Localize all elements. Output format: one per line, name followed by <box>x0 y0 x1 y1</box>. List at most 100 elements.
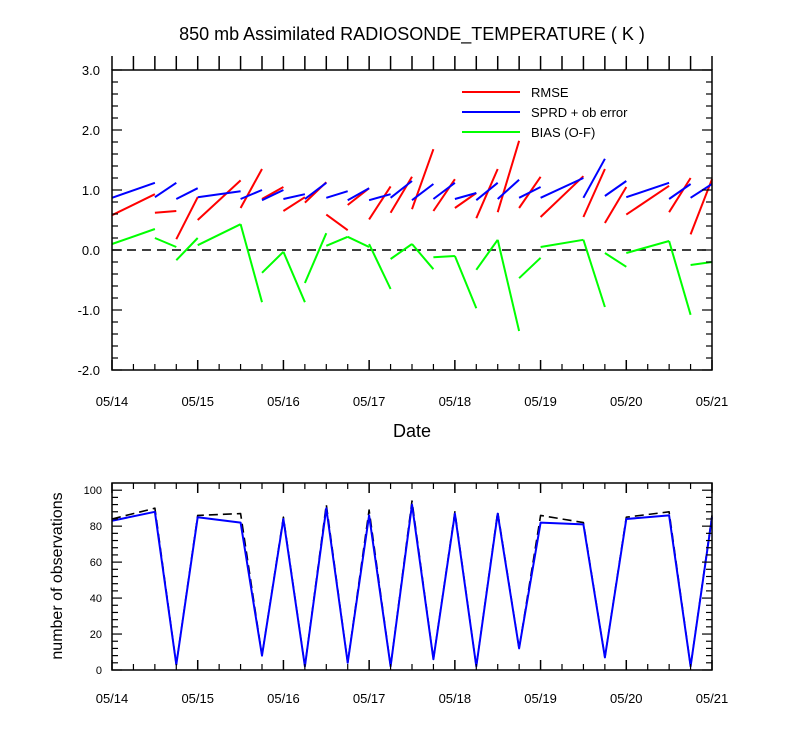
y-tick-label: 40 <box>90 593 102 605</box>
series-segment <box>389 180 413 199</box>
series-segment <box>625 184 670 216</box>
series-segment <box>239 168 263 209</box>
series-segment <box>540 238 584 248</box>
series-segment <box>454 192 477 209</box>
y-tick-label: 1.0 <box>82 183 100 198</box>
series-segment <box>540 177 584 199</box>
x-axis-label: Date <box>393 421 431 441</box>
top-ticks-layer <box>111 56 713 371</box>
bottom-series-layer <box>111 500 713 668</box>
series-segment <box>604 180 627 197</box>
series-segment <box>433 255 455 259</box>
series-segment <box>154 181 177 199</box>
series-segment <box>411 148 435 210</box>
series-2 <box>111 223 713 332</box>
y-tick-label: -1.0 <box>78 303 100 318</box>
top-plot-frame <box>111 69 713 371</box>
x-tick-label: 05/14 <box>96 691 129 706</box>
series-segment <box>539 175 585 218</box>
total-observations-line <box>111 500 713 668</box>
series-segment <box>261 251 285 274</box>
series-segment <box>240 189 263 200</box>
series-segment <box>261 186 284 200</box>
series-segment <box>390 243 413 260</box>
series-segment <box>197 190 241 199</box>
series-segment <box>282 196 306 212</box>
series-segment <box>689 178 713 235</box>
series-segment <box>325 213 349 232</box>
assimilated-observations-line <box>111 503 713 668</box>
legend-label: RMSE <box>531 85 569 100</box>
series-segment <box>111 181 156 199</box>
top-series-layer <box>111 140 713 332</box>
x-tick-label: 05/14 <box>96 394 129 409</box>
bottom-plot-frame <box>111 482 713 671</box>
series-segment <box>411 183 435 201</box>
series-segment <box>368 243 392 290</box>
x-tick-label: 05/21 <box>696 394 729 409</box>
series-segment <box>496 140 521 213</box>
legend-label: SPRD + ob error <box>531 105 628 120</box>
series-segment <box>668 183 692 200</box>
series-segment <box>432 182 456 200</box>
series-segment <box>582 239 606 308</box>
series-segment <box>368 185 392 220</box>
series-segment <box>239 223 263 303</box>
series-segment <box>197 179 242 221</box>
y-tick-label: 0.0 <box>82 243 100 258</box>
series-segment <box>626 240 670 254</box>
series-segment <box>368 193 391 202</box>
legend-label: BIAS (O-F) <box>531 125 595 140</box>
series-segment <box>453 255 478 309</box>
y-axis-label: number of observations <box>49 492 66 659</box>
x-tick-label: 05/19 <box>524 691 557 706</box>
series-segment <box>625 181 670 199</box>
y-tick-label: 20 <box>90 629 102 641</box>
series-segment <box>475 168 499 219</box>
y-tick-label: 60 <box>90 557 102 569</box>
x-tick-label: 05/17 <box>353 394 386 409</box>
series-segment <box>668 240 692 316</box>
series-segment <box>668 177 692 213</box>
y-tick-label: 0 <box>96 665 102 677</box>
series-segment <box>411 243 435 270</box>
x-tick-label: 05/17 <box>353 691 386 706</box>
series-segment <box>111 228 156 245</box>
series-segment <box>326 190 348 199</box>
series-0 <box>111 140 713 240</box>
y-tick-label: 100 <box>84 485 102 497</box>
x-tick-label: 05/18 <box>439 691 472 706</box>
series-segment <box>347 187 370 202</box>
series-segment <box>475 182 499 201</box>
x-tick-label: 05/15 <box>181 691 214 706</box>
series-segment <box>282 251 306 303</box>
series-segment <box>303 232 328 284</box>
series-segment <box>154 237 177 248</box>
series-segment <box>582 168 606 218</box>
series-segment <box>497 179 520 200</box>
top-tick-labels: 05/14 05/15 05/16 05/17 05/18 05/19 05/20 05/21… <box>78 63 729 409</box>
series-segment <box>454 192 477 200</box>
series-segment <box>325 235 349 247</box>
series-segment <box>175 237 199 261</box>
y-tick-label: 80 <box>90 521 102 533</box>
x-tick-label: 05/15 <box>181 394 214 409</box>
x-tick-label: 05/18 <box>439 394 472 409</box>
series-segment <box>111 193 156 217</box>
x-tick-label: 05/19 <box>524 394 557 409</box>
series-segment <box>604 186 628 224</box>
series-segment <box>283 193 306 200</box>
series-segment <box>175 196 199 240</box>
series-segment <box>582 158 606 199</box>
y-tick-label: 2.0 <box>82 123 100 138</box>
series-segment <box>432 178 456 212</box>
x-tick-label: 05/21 <box>696 691 729 706</box>
series-segment <box>175 187 199 200</box>
series-segment <box>261 189 284 202</box>
chart-title: 850 mb Assimilated RADIOSONDE_TEMPERATUR… <box>179 24 645 45</box>
series-segment <box>347 235 370 248</box>
x-tick-label: 05/20 <box>610 691 643 706</box>
legend: RMSE SPRD + ob error BIAS (O-F) <box>462 85 628 140</box>
x-tick-label: 05/16 <box>267 691 300 706</box>
